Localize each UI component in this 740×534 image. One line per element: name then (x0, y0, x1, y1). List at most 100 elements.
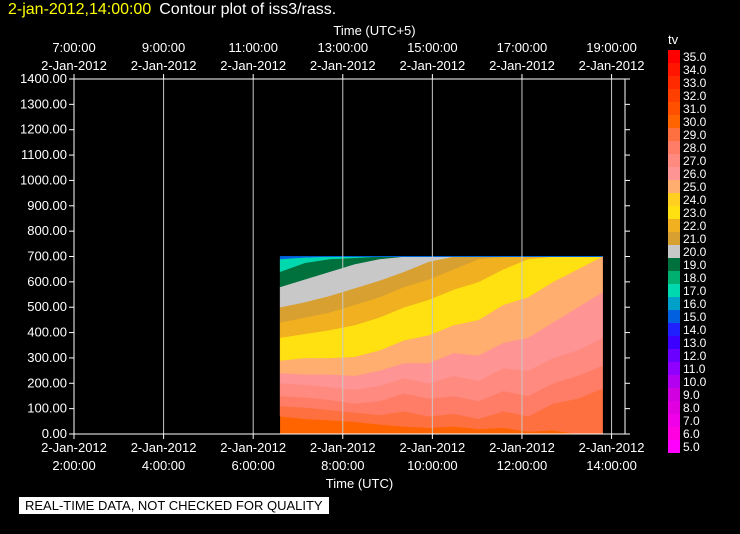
colorbar-tick-label: 12.0 (683, 349, 707, 363)
colorbar-tick-label: 7.0 (683, 414, 700, 428)
colorbar-tick-label: 13.0 (683, 336, 707, 350)
colorbar-tick-label: 10.0 (683, 375, 707, 389)
y-tick-label: 300.00 (27, 350, 67, 365)
colorbar-tick-label: 31.0 (683, 102, 707, 116)
top-tick-date: 2-Jan-2012 (579, 58, 645, 73)
bottom-tick-date: 2-Jan-2012 (489, 440, 555, 455)
top-tick-date: 2-Jan-2012 (131, 58, 197, 73)
bottom-tick-time: 12:00:00 (497, 458, 548, 473)
colorbar-swatch (668, 427, 680, 440)
colorbar-swatch (668, 76, 680, 89)
colorbar-tick-label: 14.0 (683, 323, 707, 337)
y-tick-label: 1400.00 (20, 71, 67, 86)
colorbar-tick-label: 26.0 (683, 167, 707, 181)
top-tick-time: 13:00:00 (317, 40, 368, 55)
colorbar-swatch (668, 63, 680, 76)
colorbar-tick-label: 17.0 (683, 284, 707, 298)
colorbar-swatch (668, 362, 680, 375)
bottom-tick-date: 2-Jan-2012 (220, 440, 286, 455)
colorbar-swatch (668, 258, 680, 271)
colorbar-tick-label: 25.0 (683, 180, 707, 194)
chart-title: Contour plot of iss3/rass. (159, 1, 337, 18)
bottom-tick-date: 2-Jan-2012 (399, 440, 465, 455)
colorbar-swatch (668, 388, 680, 401)
top-tick-date: 2-Jan-2012 (310, 58, 376, 73)
colorbar-tick-label: 16.0 (683, 297, 707, 311)
colorbar-swatch (668, 115, 680, 128)
colorbar-swatch (668, 310, 680, 323)
colorbar-tick-label: 30.0 (683, 115, 707, 129)
colorbar: tv 35.034.033.032.031.030.029.028.027.026… (668, 32, 707, 454)
colorbar-swatch (668, 154, 680, 167)
colorbar-tick-label: 9.0 (683, 388, 700, 402)
bottom-tick-date: 2-Jan-2012 (310, 440, 376, 455)
top-tick-date: 2-Jan-2012 (489, 58, 555, 73)
top-tick-time: 15:00:00 (407, 40, 458, 55)
colorbar-tick-label: 34.0 (683, 63, 707, 77)
colorbar-tick-label: 11.0 (683, 362, 706, 376)
colorbar-swatch (668, 336, 680, 349)
bottom-tick-time: 2:00:00 (52, 458, 95, 473)
colorbar-swatch (668, 89, 680, 102)
colorbar-swatch (668, 206, 680, 219)
top-tick-date: 2-Jan-2012 (220, 58, 286, 73)
y-tick-label: 900.00 (27, 198, 67, 213)
colorbar-swatch (668, 414, 680, 427)
contour-bands (279, 256, 603, 435)
colorbar-tick-label: 29.0 (683, 128, 707, 142)
top-tick-time: 11:00:00 (228, 40, 278, 55)
colorbar-tick-label: 32.0 (683, 89, 707, 103)
colorbar-label: tv (668, 32, 679, 47)
colorbar-swatch (668, 219, 680, 232)
y-tick-label: 600.00 (27, 274, 67, 289)
colorbar-tick-label: 28.0 (683, 141, 707, 155)
colorbar-swatch (668, 193, 680, 206)
colorbar-swatch (668, 284, 680, 297)
colorbar-tick-label: 8.0 (683, 401, 700, 415)
colorbar-tick-label: 19.0 (683, 258, 707, 272)
colorbar-tick-label: 27.0 (683, 154, 707, 168)
colorbar-tick-label: 5.0 (683, 440, 700, 454)
colorbar-tick-label: 22.0 (683, 219, 707, 233)
colorbar-swatch (668, 271, 680, 284)
colorbar-swatch (668, 401, 680, 414)
top-tick-time: 7:00:00 (52, 40, 95, 55)
colorbar-tick-label: 23.0 (683, 206, 707, 220)
bottom-tick-date: 2-Jan-2012 (131, 440, 197, 455)
colorbar-swatch (668, 375, 680, 388)
top-tick-date: 2-Jan-2012 (399, 58, 465, 73)
y-tick-label: 100.00 (27, 401, 67, 416)
colorbar-swatch (668, 167, 680, 180)
colorbar-tick-label: 15.0 (683, 310, 707, 324)
y-tick-label: 1200.00 (20, 122, 67, 137)
top-tick-date: 2-Jan-2012 (41, 58, 107, 73)
y-tick-label: 800.00 (27, 223, 67, 238)
colorbar-tick-label: 24.0 (683, 193, 707, 207)
colorbar-swatch (668, 440, 680, 453)
colorbar-tick-label: 21.0 (683, 232, 707, 246)
top-tick-time: 9:00:00 (142, 40, 185, 55)
colorbar-tick-label: 35.0 (683, 50, 707, 64)
quality-notice: REAL-TIME DATA, NOT CHECKED FOR QUALITY (19, 497, 329, 514)
bottom-tick-time: 6:00:00 (231, 458, 274, 473)
colorbar-swatch (668, 141, 680, 154)
colorbar-swatch (668, 180, 680, 193)
colorbar-swatch (668, 297, 680, 310)
y-tick-label: 1300.00 (20, 96, 67, 111)
top-axis-label: Time (UTC+5) (333, 23, 415, 38)
top-tick-time: 19:00:00 (586, 40, 637, 55)
colorbar-swatch (668, 232, 680, 245)
bottom-tick-time: 4:00:00 (142, 458, 185, 473)
bottom-axis-label: Time (UTC) (326, 476, 393, 491)
y-tick-label: 1000.00 (20, 172, 67, 187)
colorbar-tick-label: 18.0 (683, 271, 707, 285)
colorbar-swatch (668, 128, 680, 141)
timestamp: 2-jan-2012,14:00:00 (8, 1, 152, 18)
axes: 0.00 100.00 200.00 300.00 400.00 500.00 600.00… (20, 23, 644, 491)
colorbar-tick-label: 33.0 (683, 76, 707, 90)
colorbar-swatch (668, 323, 680, 336)
y-tick-label: 400.00 (27, 325, 67, 340)
bottom-tick-time: 8:00:00 (321, 458, 364, 473)
y-tick-label: 500.00 (27, 299, 67, 314)
